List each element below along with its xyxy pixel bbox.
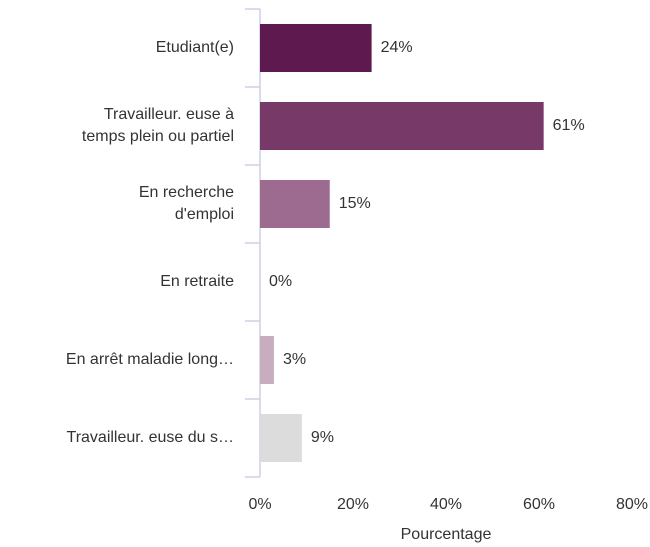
bar	[260, 180, 330, 228]
value-label: 0%	[269, 273, 292, 290]
x-tick-label: 60%	[523, 496, 555, 513]
x-tick-label: 40%	[430, 496, 462, 513]
bar	[260, 336, 274, 384]
value-label: 15%	[339, 195, 371, 212]
bar	[260, 102, 544, 150]
y-tick-label: Travailleur. euse du s…	[67, 429, 234, 446]
value-label: 3%	[283, 351, 306, 368]
y-tick-label: temps plein ou partiel	[82, 128, 234, 145]
y-tick-label: En retraite	[160, 273, 234, 290]
y-tick-label: En recherche	[139, 184, 234, 201]
value-label: 24%	[381, 39, 413, 56]
value-label: 9%	[311, 429, 334, 446]
y-tick-label: Travailleur. euse à	[104, 106, 234, 123]
y-tick-label: Etudiant(e)	[156, 39, 234, 56]
y-tick-label: d'emploi	[175, 206, 234, 223]
y-tick-label: En arrêt maladie long…	[66, 351, 234, 368]
x-tick-label: 0%	[248, 496, 271, 513]
x-tick-label: 80%	[616, 496, 648, 513]
bar	[260, 414, 302, 462]
bar	[260, 24, 372, 72]
x-axis-label: Pourcentage	[401, 526, 492, 543]
x-tick-label: 20%	[337, 496, 369, 513]
value-label: 61%	[553, 117, 585, 134]
